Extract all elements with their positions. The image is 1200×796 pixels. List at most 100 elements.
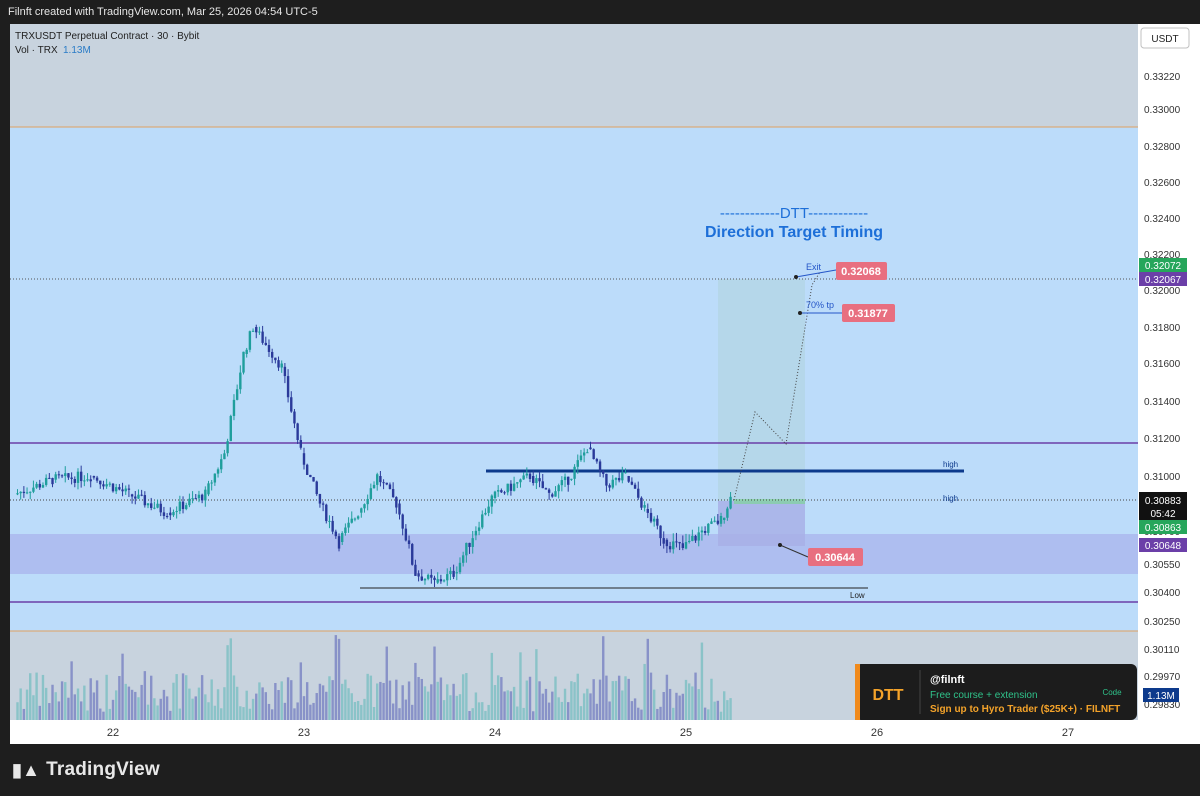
candle-body: [213, 473, 217, 483]
volume-bar: [385, 646, 388, 720]
candle-body: [522, 475, 525, 480]
volume-bar: [379, 681, 382, 720]
promo-accent-bar: [855, 664, 860, 720]
candle-body: [433, 577, 436, 581]
volume-legend-value: 1.13M: [63, 45, 91, 56]
volume-bar: [25, 689, 29, 720]
candle-body: [649, 512, 653, 522]
volume-bar: [32, 695, 35, 720]
stop-callout-line: [779, 544, 809, 558]
currency-button[interactable]: [1140, 27, 1190, 49]
volume-bar: [277, 690, 280, 720]
candle-body: [640, 497, 643, 508]
volume-bar: [614, 680, 618, 720]
promo-line1: Free course + extension: [930, 690, 1038, 701]
candle-body: [207, 483, 210, 495]
candle-body: [452, 570, 455, 577]
volume-bar: [522, 707, 525, 720]
volume-bar: [121, 653, 124, 720]
candle-body: [598, 461, 602, 471]
volume-bar: [458, 694, 462, 720]
price-tick-label: 0.29970: [1144, 672, 1181, 683]
symbol-legend[interactable]: TRXUSDT Perpetual Contract · 30 · Bybit: [15, 31, 200, 42]
candle-body: [83, 480, 86, 482]
candle-body: [668, 546, 672, 550]
volume-bar: [538, 681, 541, 720]
candle-body: [532, 476, 535, 484]
volume-bar: [401, 685, 404, 720]
stop-price-callout: [808, 548, 863, 566]
volume-bar: [16, 702, 19, 720]
tradingview-logo[interactable]: ▮▲ TradingView: [12, 759, 160, 781]
candle-body: [417, 573, 420, 577]
candle-body: [185, 505, 188, 510]
candle-body: [563, 476, 567, 481]
candle-body: [360, 508, 363, 513]
volume-bar: [156, 705, 159, 720]
candle-body: [220, 459, 223, 470]
time-axis[interactable]: [10, 720, 1138, 744]
candle-body: [503, 492, 506, 494]
volume-bar: [108, 708, 112, 720]
candle-body: [44, 477, 48, 485]
volume-bar: [114, 690, 118, 720]
volume-bar: [637, 707, 640, 720]
price-tick-label: 0.32600: [1144, 178, 1181, 189]
candle-body: [713, 520, 716, 522]
volume-bar: [528, 676, 532, 720]
price-tick-label: 0.30400: [1144, 588, 1181, 599]
candle-body: [255, 327, 258, 333]
promo-card[interactable]: [855, 664, 1137, 720]
volume-bar: [181, 673, 185, 720]
volume-bar: [67, 697, 70, 720]
candle-body: [344, 527, 347, 534]
candle-body: [274, 357, 277, 361]
candle-body: [586, 452, 589, 454]
volume-bar: [461, 674, 465, 720]
price-axis[interactable]: [1138, 24, 1200, 744]
time-tick-label: 23: [298, 727, 310, 739]
candle-body: [614, 478, 618, 480]
candle-body: [446, 574, 449, 581]
candle-body: [493, 491, 497, 498]
tag-purple-low: [1139, 538, 1187, 552]
plot-background: [10, 24, 1138, 744]
currency-button-label: USDT: [1151, 34, 1178, 45]
candle-body: [436, 579, 439, 583]
tag-purple-top-text: 0.32067: [1145, 275, 1182, 286]
candle-body: [89, 479, 92, 482]
candle-body: [496, 490, 500, 492]
candle-body: [633, 484, 637, 489]
volume-bar: [315, 693, 318, 720]
candle-body: [376, 474, 379, 485]
volume-bar: [194, 696, 197, 720]
volume-bar: [532, 711, 535, 720]
tag-last-price: [1139, 492, 1187, 520]
candle-body: [516, 482, 519, 484]
candle-body: [573, 466, 576, 479]
volume-bar: [302, 696, 306, 720]
price-tick-label: 0.30550: [1144, 560, 1181, 571]
volume-bar: [79, 701, 83, 720]
volume-bar: [633, 698, 637, 720]
candle-body: [267, 345, 271, 352]
candle-body: [114, 487, 118, 492]
candle-body: [293, 411, 296, 424]
candle-body: [60, 475, 64, 477]
volume-bar: [611, 681, 614, 720]
promo-line2: Sign up to Hyro Trader ($25K+) · FILNFT: [930, 704, 1120, 715]
candle-body: [156, 503, 159, 508]
candle-body: [582, 452, 586, 456]
stop-price-text: 0.30644: [815, 552, 856, 564]
candle-body: [576, 460, 579, 467]
volume-bar: [433, 646, 436, 720]
volume-bar: [57, 701, 61, 720]
candle-body: [665, 539, 669, 547]
candle-body: [251, 330, 255, 332]
volume-bar: [99, 708, 102, 720]
volume-bar: [207, 702, 210, 720]
candle-body: [395, 497, 398, 508]
tag-purple-top: [1139, 272, 1187, 286]
tradingview-logo-text: TradingView: [46, 759, 160, 780]
